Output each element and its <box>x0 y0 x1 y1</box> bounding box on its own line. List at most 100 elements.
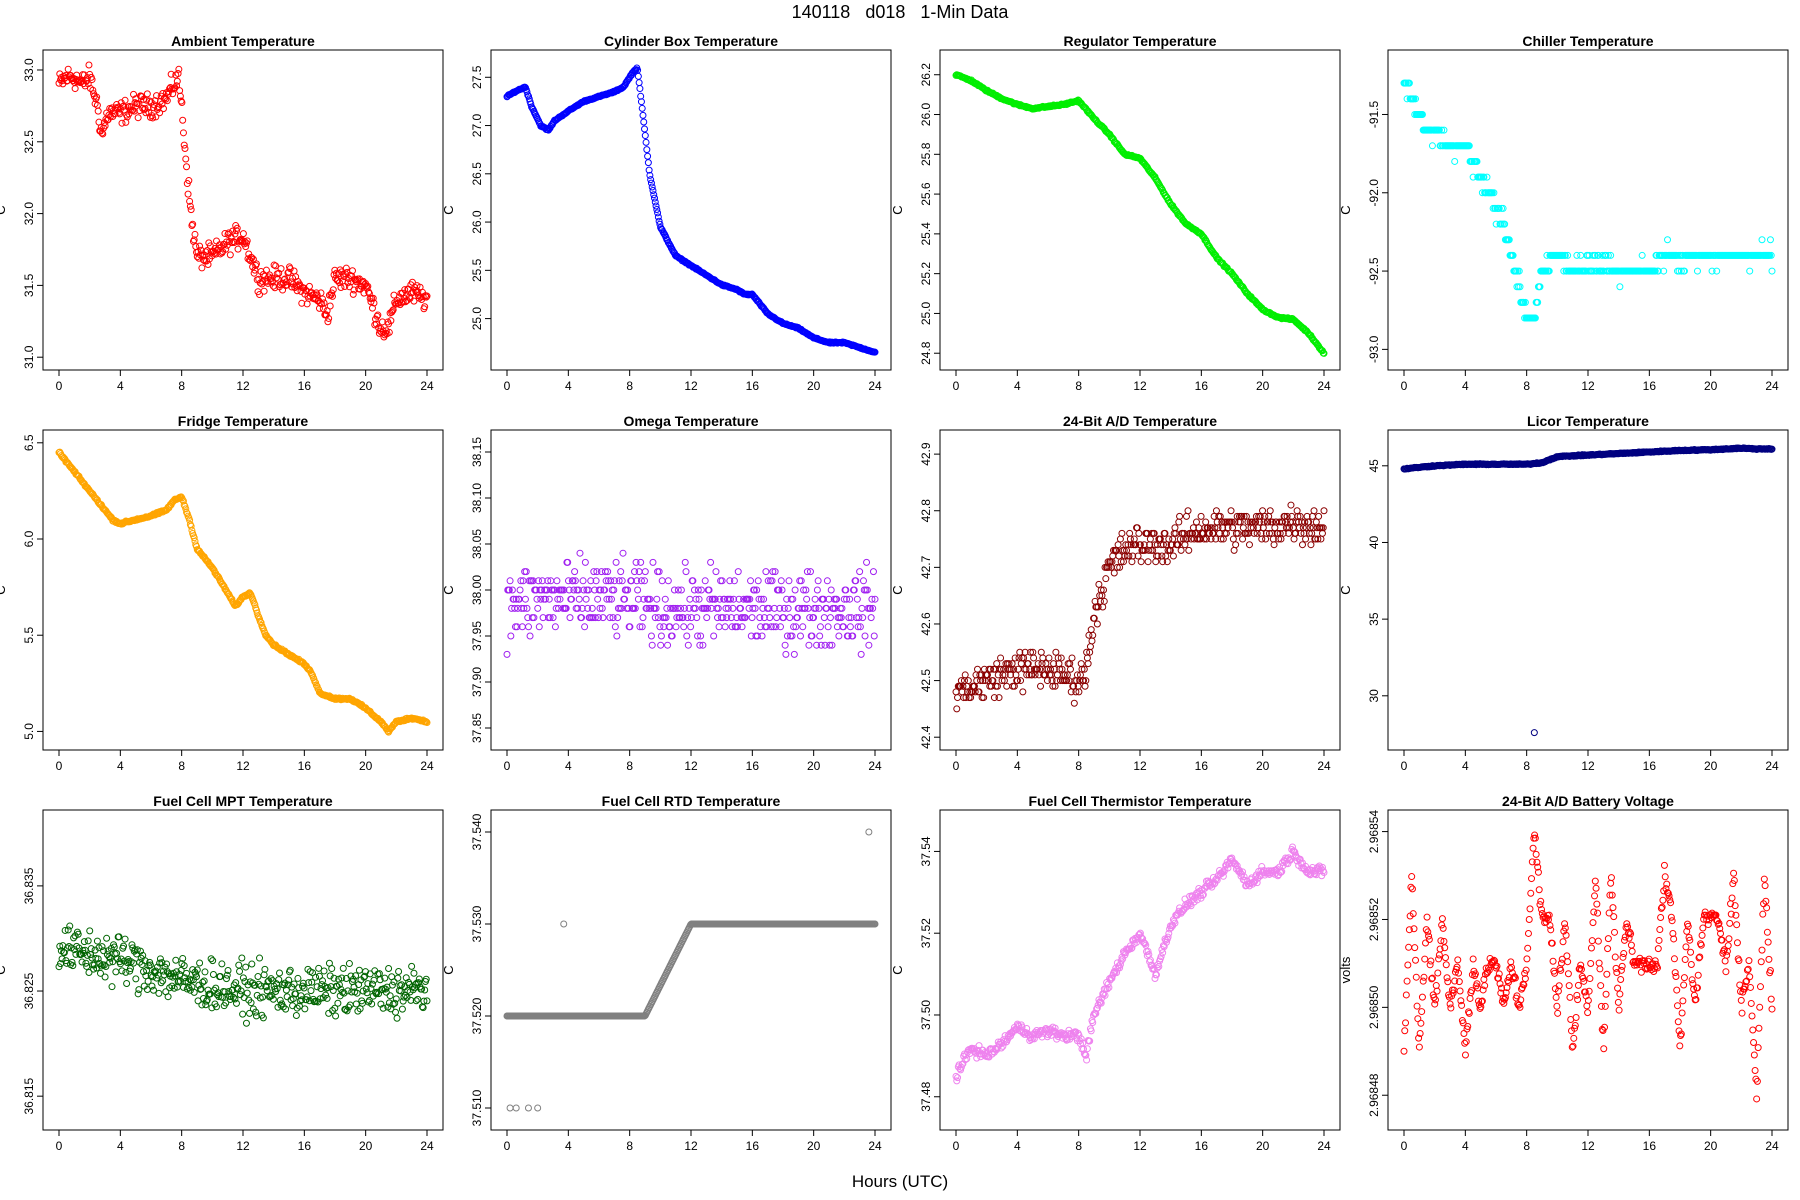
data-point <box>408 962 416 970</box>
data-point <box>651 194 659 202</box>
data-point <box>146 97 154 105</box>
y-tick-label: 37.510 <box>470 1089 484 1126</box>
data-point <box>141 105 149 113</box>
data-point <box>526 632 534 640</box>
data-point <box>256 291 264 299</box>
data-point <box>1177 546 1185 554</box>
data-point <box>581 623 589 631</box>
data-point <box>344 279 352 287</box>
data-point <box>1152 558 1160 566</box>
x-tick-label: 16 <box>298 1139 312 1153</box>
data-point <box>524 91 532 99</box>
y-tick-label: 37.530 <box>470 905 484 942</box>
data-point <box>86 84 94 92</box>
data-point <box>773 614 781 622</box>
data-point <box>64 65 72 73</box>
data-point <box>655 217 663 225</box>
data-point <box>686 595 694 603</box>
data-point <box>155 989 163 997</box>
data-point <box>805 641 813 649</box>
x-tick-label: 16 <box>298 379 312 393</box>
y-tick-label: 26.2 <box>919 63 933 87</box>
data-point <box>1616 283 1624 291</box>
data-point <box>683 632 691 640</box>
data-point <box>1118 529 1126 537</box>
data-point <box>870 632 878 640</box>
data-point <box>368 304 376 312</box>
data-point <box>506 577 514 585</box>
y-tick-label: 24.8 <box>919 341 933 365</box>
data-point <box>516 586 524 594</box>
y-axis-label: C <box>890 585 905 594</box>
data-point <box>260 287 268 295</box>
plot-frame <box>1387 49 1789 371</box>
data-point <box>963 682 971 690</box>
data-points <box>503 549 879 658</box>
x-tick-label: 24 <box>1317 759 1331 773</box>
data-point <box>551 623 559 631</box>
x-tick-label: 24 <box>420 1139 434 1153</box>
x-tick-label: 24 <box>868 1139 882 1153</box>
data-points <box>503 64 879 356</box>
data-point <box>231 230 239 238</box>
data-point <box>378 318 386 326</box>
y-tick-label: 45 <box>1367 459 1381 473</box>
data-point <box>121 935 129 943</box>
data-point <box>187 206 195 214</box>
data-point <box>153 92 161 100</box>
data-point <box>1184 507 1192 515</box>
data-point <box>1116 535 1124 543</box>
x-tick-label: 24 <box>868 759 882 773</box>
y-axis-label: C <box>441 205 456 214</box>
x-tick-label: 16 <box>746 379 760 393</box>
data-point <box>814 577 822 585</box>
data-points <box>55 61 431 341</box>
data-point <box>156 109 164 117</box>
data-point <box>399 298 407 306</box>
data-point <box>173 77 181 85</box>
data-point <box>334 999 342 1007</box>
data-point <box>1197 512 1205 520</box>
data-point <box>581 558 589 566</box>
data-point <box>644 152 652 160</box>
data-point <box>329 292 337 300</box>
data-point <box>94 107 102 115</box>
data-point <box>234 245 242 253</box>
data-point <box>239 1010 247 1018</box>
data-point <box>345 283 353 291</box>
data-point <box>250 269 258 277</box>
data-points <box>952 71 1328 357</box>
data-point <box>748 614 756 622</box>
data-point <box>176 87 184 95</box>
data-point <box>140 95 148 103</box>
data-point <box>647 632 655 640</box>
data-point <box>1135 529 1143 537</box>
data-point <box>179 129 187 137</box>
x-tick-label: 4 <box>1014 759 1021 773</box>
x-tick-label: 12 <box>1133 759 1147 773</box>
y-tick-label: -92.5 <box>1367 257 1381 285</box>
data-point <box>661 595 669 603</box>
data-point <box>534 604 542 612</box>
data-point <box>262 266 270 274</box>
data-point <box>178 98 186 106</box>
data-point <box>1169 535 1177 543</box>
data-point <box>624 76 632 84</box>
y-tick-label: 25.2 <box>919 262 933 286</box>
data-point <box>715 623 723 631</box>
data-point <box>953 705 961 713</box>
x-tick-label: 16 <box>1195 759 1209 773</box>
data-point <box>367 298 375 306</box>
data-point <box>1017 660 1025 668</box>
y-tick-label: 38.10 <box>470 483 484 513</box>
data-point <box>207 955 215 963</box>
x-tick-label: 8 <box>626 759 633 773</box>
data-point <box>277 265 285 273</box>
data-point <box>1087 626 1095 634</box>
data-point <box>657 641 665 649</box>
data-point <box>781 641 789 649</box>
data-point <box>175 65 183 73</box>
y-tick-label: 37.520 <box>470 997 484 1034</box>
